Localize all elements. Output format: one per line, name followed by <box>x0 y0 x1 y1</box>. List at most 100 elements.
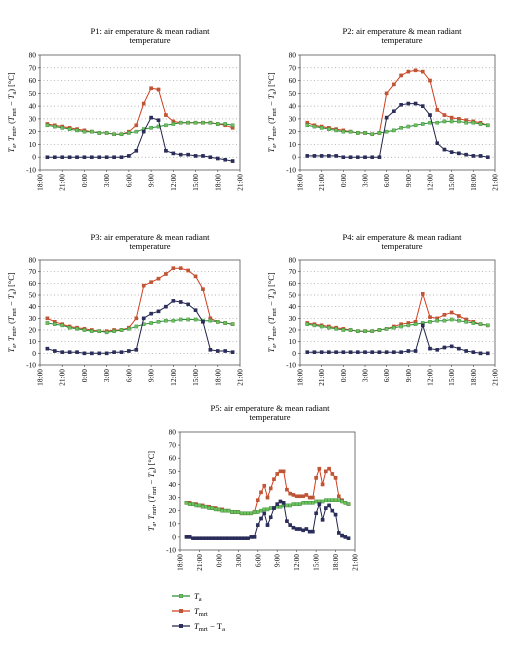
data-point-diff <box>363 155 367 160</box>
series-Ta <box>184 498 351 516</box>
y-tick-label: 20 <box>289 326 297 335</box>
data-point-Tmrt <box>298 494 302 499</box>
data-point-diff <box>413 101 418 106</box>
data-point-Ta <box>311 501 315 505</box>
data-point-diff <box>285 519 289 523</box>
data-point-diff <box>435 141 440 145</box>
data-point-diff <box>194 536 199 540</box>
data-point-diff <box>208 155 213 160</box>
data-point-Tmrt <box>311 495 315 500</box>
data-point-Ta <box>327 325 331 330</box>
data-point-diff <box>187 535 192 539</box>
data-point-Ta <box>97 329 102 333</box>
x-tick-label: 12:00 <box>426 369 435 386</box>
data-point-Ta <box>164 123 168 128</box>
data-point-Tmrt <box>435 108 440 112</box>
data-point-diff <box>220 536 224 540</box>
data-point-Tmrt <box>141 283 146 288</box>
data-point-diff <box>207 536 211 540</box>
data-point-diff <box>223 349 227 353</box>
data-point-diff <box>478 154 483 158</box>
data-point-Ta <box>223 122 227 126</box>
data-point-Ta <box>97 131 102 135</box>
series-line-diff <box>47 116 233 162</box>
x-tick-label: 9:00 <box>147 174 156 187</box>
data-point-Ta <box>193 120 198 125</box>
y-tick-label: 20 <box>29 326 37 335</box>
data-point-Ta <box>236 510 241 514</box>
data-point-Tmrt <box>384 91 389 96</box>
chart-title-line2: temperature <box>381 35 422 45</box>
plot-frame <box>39 54 241 171</box>
data-point-diff <box>97 351 102 356</box>
data-point-diff <box>307 529 312 534</box>
data-point-Ta <box>210 506 215 510</box>
data-point-diff <box>186 302 190 307</box>
data-point-Ta <box>377 328 382 332</box>
data-point-diff <box>305 350 310 354</box>
series-diff <box>45 115 235 163</box>
y-tick-label: 0 <box>32 349 36 358</box>
data-point-Tmrt <box>262 483 267 488</box>
data-point-diff <box>233 536 237 540</box>
data-point-diff <box>45 346 50 351</box>
legend-marker <box>178 609 183 614</box>
data-point-diff <box>230 159 235 163</box>
data-point-Ta <box>119 328 124 332</box>
x-tick-label: 18:00 <box>36 174 45 191</box>
data-point-Ta <box>119 132 124 137</box>
data-point-diff <box>210 536 215 540</box>
x-tick-label: 9:00 <box>404 174 413 187</box>
data-point-diff <box>164 304 168 309</box>
data-point-Ta <box>220 508 224 513</box>
series-line-diff <box>307 323 488 354</box>
data-point-Ta <box>262 507 267 512</box>
data-point-diff <box>246 536 250 540</box>
series-diff <box>305 101 490 160</box>
data-point-Ta <box>215 320 220 324</box>
legend-label: Tmrt <box>194 606 208 618</box>
y-tick-label: 30 <box>29 114 37 123</box>
chart-title-line2: temperature <box>129 241 170 251</box>
y-tick-label: 10 <box>29 337 37 346</box>
y-tick-label: 70 <box>289 267 297 276</box>
data-point-Tmrt <box>449 115 454 120</box>
y-tick-label: -10 <box>286 166 296 175</box>
data-point-diff <box>341 155 346 160</box>
data-point-diff <box>193 308 198 312</box>
series-line-Tmrt <box>307 291 488 332</box>
y-tick-label: 80 <box>29 256 37 265</box>
data-point-diff <box>104 155 109 160</box>
data-point-Ta <box>413 123 418 128</box>
x-tick-label: 18:00 <box>296 174 305 191</box>
series-Ta <box>45 120 235 137</box>
data-point-diff <box>197 536 202 540</box>
data-point-diff <box>204 536 208 540</box>
y-tick-label: 40 <box>29 102 37 111</box>
x-tick-label: 21:00 <box>58 369 67 386</box>
chart-p5: P5: air emperature & mean radianttempera… <box>147 403 360 571</box>
x-tick-label: 3:00 <box>234 554 243 567</box>
data-point-diff <box>226 536 231 540</box>
legend-marker <box>178 594 183 599</box>
data-point-Ta <box>346 502 351 506</box>
data-point-Tmrt <box>178 266 183 270</box>
data-point-Ta <box>341 328 346 332</box>
data-point-Ta <box>327 127 331 131</box>
data-point-Ta <box>249 511 254 516</box>
data-point-Ta <box>90 329 94 333</box>
data-point-Ta <box>457 119 461 124</box>
data-point-Ta <box>112 329 116 333</box>
data-point-diff <box>384 350 389 354</box>
data-point-Tmrt <box>317 466 322 471</box>
charts-group: P1: air emperature & mean radianttempera… <box>7 26 500 571</box>
data-point-diff <box>327 154 331 158</box>
data-point-Ta <box>471 321 476 325</box>
data-point-diff <box>134 348 139 352</box>
data-point-diff <box>343 535 348 539</box>
x-tick-label: 21:00 <box>491 369 500 386</box>
data-point-Tmrt <box>333 476 338 480</box>
data-point-Ta <box>334 327 338 331</box>
y-tick-label: 50 <box>169 467 177 476</box>
data-point-diff <box>278 499 283 504</box>
